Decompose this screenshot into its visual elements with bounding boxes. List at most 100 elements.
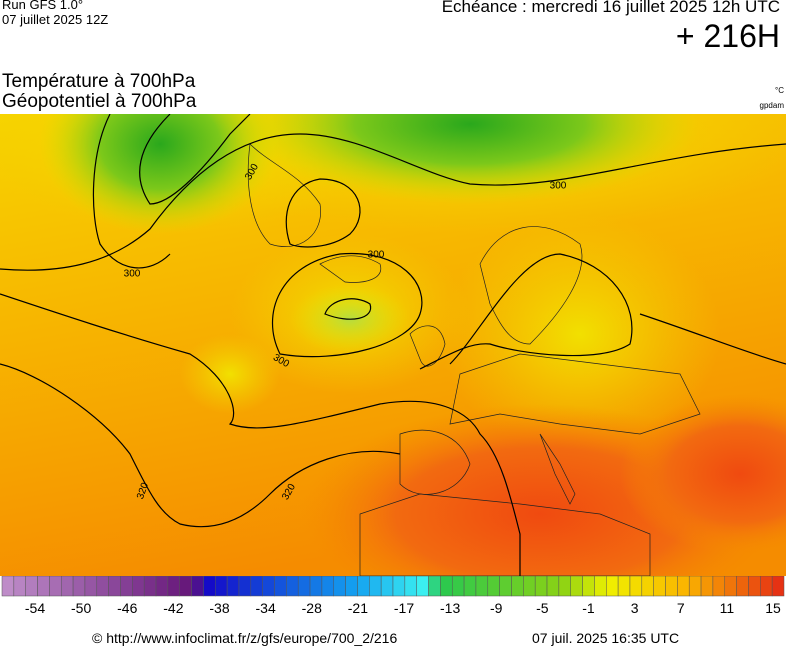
- color-swatch: [60, 576, 74, 597]
- valid-time: Echéance : mercredi 16 juillet 2025 12h …: [441, 0, 780, 16]
- color-swatch: [546, 576, 560, 597]
- color-swatch: [606, 576, 619, 597]
- generated-time: 07 juil. 2025 16:35 UTC: [532, 630, 680, 646]
- color-swatch: [712, 576, 726, 597]
- color-swatch: [203, 576, 216, 597]
- color-swatch: [499, 576, 512, 597]
- color-swatch: [345, 576, 358, 597]
- color-swatch: [72, 576, 86, 597]
- contour-label: 300: [124, 269, 141, 280]
- geopotential-contours: [0, 114, 786, 576]
- field: [620, 394, 786, 554]
- colorbar-label: -9: [490, 600, 503, 616]
- color-swatch: [534, 576, 548, 597]
- color-swatch: [428, 576, 441, 597]
- colorbar-label: -1: [582, 600, 595, 616]
- color-swatch: [771, 576, 785, 597]
- color-swatch: [37, 576, 50, 597]
- color-swatch: [440, 576, 453, 597]
- color-swatch: [451, 576, 465, 597]
- color-swatch: [558, 576, 571, 597]
- run-date: 07 juillet 2025 12Z: [2, 12, 109, 27]
- contour-label: 300: [550, 181, 567, 192]
- color-swatch: [120, 576, 133, 597]
- color-swatch: [49, 576, 62, 597]
- color-swatch: [392, 576, 406, 597]
- run-label: Run GFS 1.0°: [2, 0, 84, 12]
- colorbar-label: -5: [536, 600, 549, 616]
- color-swatch: [25, 576, 38, 597]
- color-swatch: [286, 576, 299, 597]
- colorbar-label: -42: [163, 600, 183, 616]
- colorbar-label: -17: [394, 600, 414, 616]
- color-swatch: [309, 576, 323, 597]
- color-swatch: [13, 576, 26, 597]
- title-geopotential: Géopotentiel à 700hPa: [2, 91, 197, 112]
- colorbar-label: -34: [256, 600, 276, 616]
- colorbar-label: -28: [302, 600, 322, 616]
- color-swatch: [369, 576, 382, 597]
- color-swatch: [250, 576, 263, 597]
- color-swatch: [665, 576, 678, 597]
- color-swatch: [760, 576, 773, 597]
- color-swatch: [333, 576, 346, 597]
- field: [180, 334, 280, 414]
- color-swatch: [629, 576, 643, 597]
- color-swatch: [167, 576, 180, 597]
- color-swatch: [274, 576, 287, 597]
- color-swatch: [262, 576, 275, 597]
- color-swatch: [179, 576, 192, 597]
- field: [440, 214, 720, 454]
- colorbar-label: -21: [348, 600, 368, 616]
- color-swatch: [736, 576, 749, 597]
- field: [240, 114, 700, 204]
- unit-geopotential: gpdam: [759, 101, 784, 110]
- color-swatch: [594, 576, 607, 597]
- title-temperature: Température à 700hPa: [2, 71, 196, 92]
- color-swatch: [155, 576, 169, 597]
- color-swatch: [404, 576, 417, 597]
- field: [40, 114, 280, 234]
- color-swatch: [380, 576, 394, 597]
- color-swatch: [238, 576, 252, 597]
- colorbar-label: 11: [720, 600, 735, 616]
- color-swatch: [511, 576, 524, 597]
- color-swatch: [84, 576, 98, 597]
- color-swatch: [297, 576, 311, 597]
- colorbar-label: 3: [631, 600, 639, 616]
- colorbar-label: -38: [209, 600, 229, 616]
- colorbar: -54 -50 -46 -42 -38 -34 -28 -21 -17 -13 -9 -5 -1 3 7 11…: [1, 576, 785, 616]
- color-swatch: [191, 576, 204, 597]
- color-swatch: [1, 576, 15, 597]
- color-swatch: [132, 576, 145, 597]
- color-swatch: [321, 576, 335, 597]
- color-swatch: [357, 576, 370, 597]
- color-swatch: [523, 576, 536, 597]
- color-swatch: [570, 576, 583, 597]
- color-swatch: [487, 576, 500, 597]
- color-swatch: [463, 576, 477, 597]
- color-swatch: [688, 576, 702, 597]
- color-swatch: [475, 576, 489, 597]
- colorbar-label: 7: [677, 600, 685, 616]
- source-url: © http://www.infoclimat.fr/z/gfs/europe/…: [92, 630, 398, 646]
- color-swatch: [143, 576, 157, 597]
- color-swatch: [226, 576, 240, 597]
- coastlines: [247, 143, 701, 576]
- colorbar-label: -54: [25, 600, 45, 616]
- color-swatch: [582, 576, 595, 597]
- color-swatch: [677, 576, 690, 597]
- color-swatch: [617, 576, 631, 597]
- color-swatch: [108, 576, 121, 597]
- color-swatch: [724, 576, 737, 597]
- color-swatch: [96, 576, 109, 597]
- color-swatch: [215, 576, 228, 597]
- colorbar-label: -13: [440, 600, 460, 616]
- unit-temperature: °C: [775, 86, 784, 95]
- color-swatch: [748, 576, 761, 597]
- colorbar-label: 15: [765, 600, 781, 616]
- colorbar-label: -50: [71, 600, 91, 616]
- colorbar-label: -46: [117, 600, 137, 616]
- contour-label: 300: [368, 250, 385, 261]
